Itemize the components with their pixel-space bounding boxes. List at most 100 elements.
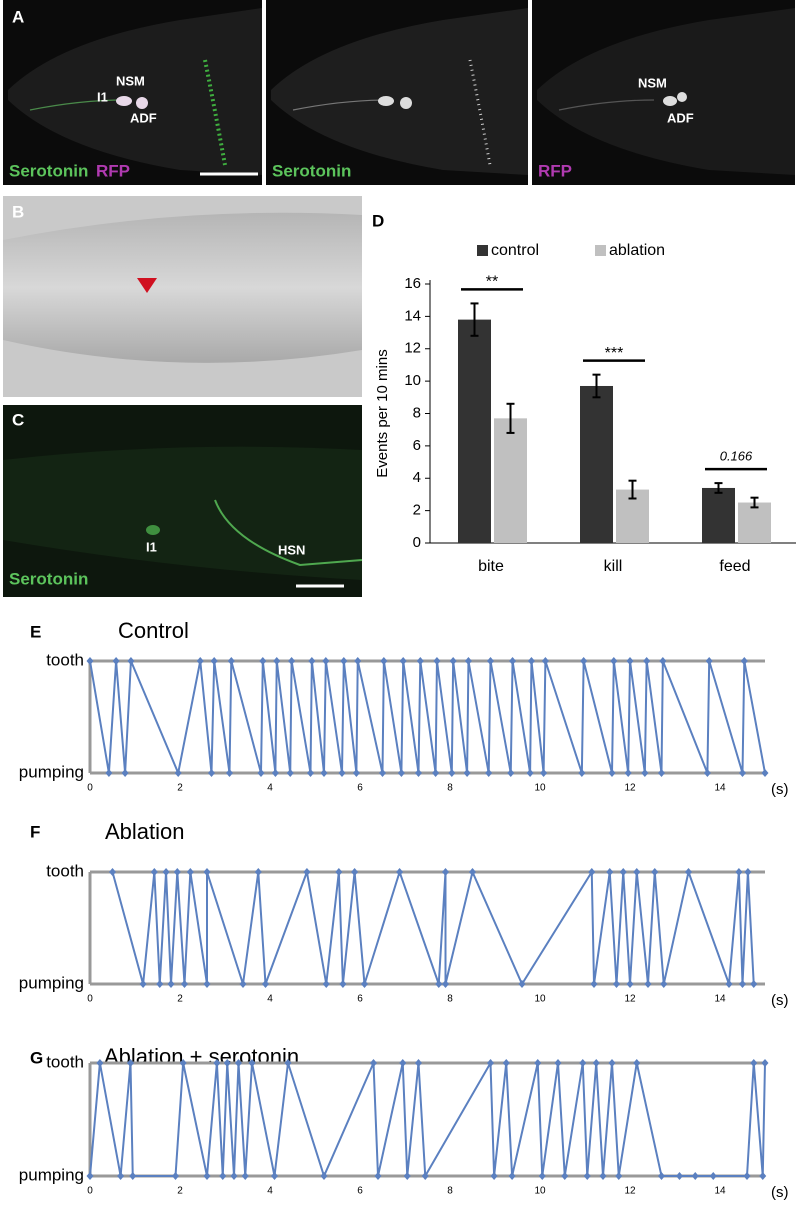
point <box>271 1172 278 1180</box>
significance-label: *** <box>605 345 624 362</box>
bar <box>494 418 527 543</box>
panel-c: C I1 HSN Serotonin <box>3 405 363 597</box>
caption: RFP <box>538 161 572 180</box>
y-tick-label: 4 <box>413 469 421 486</box>
point <box>463 769 471 777</box>
point <box>619 868 627 876</box>
point <box>127 657 135 665</box>
point <box>561 1172 569 1180</box>
point <box>322 980 330 988</box>
point <box>660 980 668 988</box>
point <box>709 1172 717 1180</box>
point <box>744 868 752 876</box>
point <box>210 657 218 665</box>
y-tick-label: pumping <box>19 973 84 992</box>
point <box>307 769 314 777</box>
legend-label: control <box>491 242 539 259</box>
point <box>538 1172 546 1180</box>
point <box>226 769 233 777</box>
bar <box>580 385 613 543</box>
point <box>227 657 235 665</box>
panel-letter: D <box>372 211 384 230</box>
point <box>615 1172 623 1180</box>
nerve-ring <box>203 59 227 166</box>
point <box>339 980 347 988</box>
point <box>374 1172 382 1180</box>
panel-letter: F <box>30 822 40 841</box>
panel-a: A NSM I1 ADF Serotonin RFP Serotonin NSM… <box>3 0 795 185</box>
point <box>608 769 616 777</box>
x-tick-label: 14 <box>714 1186 726 1197</box>
y-tick-label: tooth <box>46 650 84 669</box>
point <box>239 980 247 988</box>
point <box>380 657 388 665</box>
legend-swatch <box>595 245 606 256</box>
point <box>271 769 279 777</box>
bar <box>738 502 771 543</box>
point <box>761 1059 769 1067</box>
nerve-ring <box>468 59 492 166</box>
y-axis-label: Events per 10 mins <box>374 349 391 477</box>
x-tick-label: 0 <box>87 783 93 794</box>
point <box>172 1172 179 1180</box>
x-axis-label: (s) <box>771 781 789 798</box>
neuron <box>214 499 363 567</box>
point <box>487 1059 494 1067</box>
point <box>105 769 113 777</box>
point <box>241 1172 249 1180</box>
x-tick-label: 14 <box>714 783 726 794</box>
x-tick-label: kill <box>604 558 623 575</box>
point <box>167 980 175 988</box>
neuron <box>29 99 126 111</box>
y-tick-label: 10 <box>404 372 421 389</box>
point <box>352 769 360 777</box>
point <box>759 1172 767 1180</box>
point <box>643 657 651 665</box>
worm <box>271 8 528 175</box>
point <box>254 868 262 876</box>
x-tick-label: 10 <box>534 1186 546 1197</box>
y-tick-label: pumping <box>19 1165 84 1184</box>
point <box>432 769 440 777</box>
panel-letter: G <box>30 1048 43 1067</box>
point <box>248 1059 256 1067</box>
bar <box>702 487 735 543</box>
point <box>527 657 535 665</box>
point <box>735 868 743 876</box>
point <box>464 657 472 665</box>
point <box>303 868 311 876</box>
point <box>186 868 194 876</box>
x-tick-label: 2 <box>177 783 183 794</box>
x-tick-label: 2 <box>177 1186 183 1197</box>
point <box>526 769 534 777</box>
point <box>223 1059 231 1067</box>
x-tick-label: 4 <box>267 783 273 794</box>
point <box>626 657 634 665</box>
point <box>583 1172 591 1180</box>
point <box>554 1059 562 1067</box>
worm <box>8 8 262 175</box>
point <box>415 769 422 777</box>
point <box>117 1172 125 1180</box>
point <box>658 769 665 777</box>
x-tick-label: bite <box>478 558 504 575</box>
point <box>86 1172 94 1180</box>
image-label: I1 <box>97 89 108 104</box>
image-label: NSM <box>638 75 667 90</box>
point <box>284 1059 292 1067</box>
point <box>761 769 769 777</box>
point <box>288 657 296 665</box>
x-tick-label: 8 <box>447 783 453 794</box>
y-tick-label: 16 <box>404 275 421 292</box>
point <box>173 868 181 876</box>
point <box>743 1172 751 1180</box>
point <box>435 980 443 988</box>
point <box>502 1059 510 1067</box>
x-tick-label: 4 <box>267 1186 273 1197</box>
point <box>534 1059 542 1067</box>
point <box>109 868 116 876</box>
point <box>509 657 517 665</box>
x-tick-label: 8 <box>447 994 453 1005</box>
point <box>449 657 457 665</box>
point <box>740 657 748 665</box>
